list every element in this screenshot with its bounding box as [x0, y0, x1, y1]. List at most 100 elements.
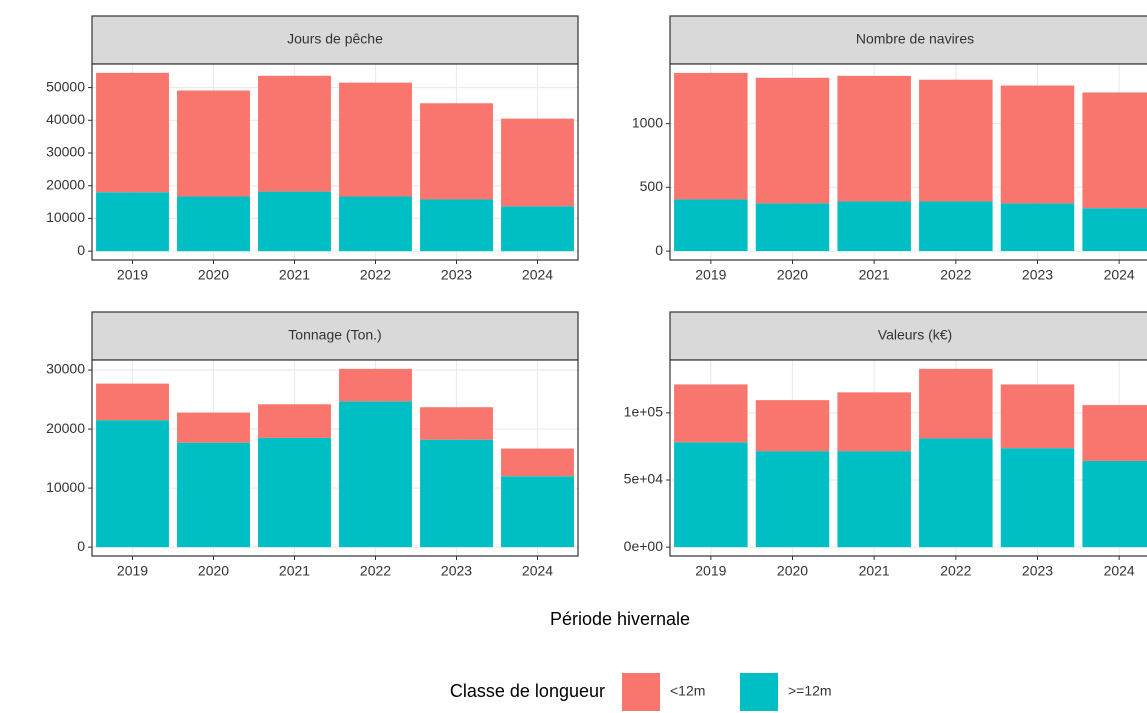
y-tick-label: 0 — [655, 242, 663, 258]
legend-label: <12m — [670, 683, 705, 699]
legend-swatch — [622, 673, 660, 711]
panel-border — [91, 359, 579, 557]
y-tick-label: 1e+05 — [624, 404, 664, 420]
y-tick-label: 20000 — [46, 420, 85, 436]
bar — [674, 442, 748, 548]
bar — [919, 201, 993, 252]
x-tick-label: 2020 — [777, 563, 808, 579]
bar — [339, 82, 412, 197]
x-tick-label: 2020 — [198, 563, 229, 579]
bar — [1000, 85, 1075, 204]
bar — [96, 383, 169, 421]
panel — [92, 360, 578, 556]
bar — [258, 191, 331, 252]
bar — [177, 412, 250, 443]
bar — [837, 75, 911, 202]
y-tick-label: 20000 — [46, 176, 85, 192]
bar — [96, 420, 169, 548]
strip — [91, 15, 579, 65]
x-tick-label: 2023 — [1022, 267, 1053, 283]
y-tick-label: 10000 — [46, 479, 85, 495]
y-tick-label: 50000 — [46, 78, 85, 94]
bar — [1082, 208, 1147, 252]
bar — [1000, 203, 1075, 252]
x-tick-label: 2023 — [441, 563, 472, 579]
x-tick-label: 2024 — [522, 267, 553, 283]
bar — [755, 77, 830, 204]
x-tick-label: 2023 — [1022, 563, 1053, 579]
bar — [177, 442, 250, 548]
y-tick-label: 1000 — [632, 114, 663, 130]
bar — [755, 203, 830, 252]
bar — [420, 199, 493, 252]
bar — [420, 407, 493, 440]
y-tick-label: 500 — [640, 178, 664, 194]
bar — [96, 192, 169, 252]
x-tick-label: 2020 — [777, 267, 808, 283]
panel-border — [669, 359, 1147, 557]
bar — [837, 451, 911, 548]
strip-title: Valeurs (k€) — [878, 327, 952, 343]
x-axis-label: Période hivernale — [550, 609, 690, 629]
bar — [674, 199, 748, 252]
y-tick-label: 0 — [77, 242, 85, 258]
bar — [755, 451, 830, 548]
bar — [919, 368, 993, 439]
strip-title: Tonnage (Ton.) — [288, 327, 381, 343]
y-tick-label: 30000 — [46, 361, 85, 377]
y-tick-label: 0 — [77, 538, 85, 554]
x-tick-label: 2024 — [1104, 563, 1135, 579]
y-tick-label: 5e+04 — [624, 471, 664, 487]
bar — [420, 439, 493, 548]
x-tick-label: 2022 — [940, 563, 971, 579]
strip — [669, 311, 1147, 361]
bar — [501, 118, 574, 207]
x-tick-label: 2019 — [695, 267, 726, 283]
bar — [755, 400, 830, 452]
x-tick-label: 2021 — [279, 563, 310, 579]
bar — [1082, 460, 1147, 548]
bar — [177, 196, 250, 252]
bar — [1082, 92, 1147, 209]
bar — [1082, 405, 1147, 461]
x-tick-label: 2024 — [522, 563, 553, 579]
bar — [501, 206, 574, 252]
x-tick-label: 2022 — [360, 267, 391, 283]
bar — [837, 201, 911, 252]
bar — [96, 72, 169, 193]
bar — [674, 384, 748, 443]
strip-title: Jours de pêche — [287, 31, 383, 47]
bar — [837, 392, 911, 452]
bar — [420, 103, 493, 200]
panel-border — [669, 63, 1147, 261]
y-tick-label: 0e+00 — [624, 538, 664, 554]
y-tick-label: 30000 — [46, 144, 85, 160]
bar — [674, 72, 748, 200]
x-tick-label: 2022 — [940, 267, 971, 283]
bar — [919, 438, 993, 548]
x-tick-label: 2022 — [360, 563, 391, 579]
x-tick-label: 2021 — [859, 267, 890, 283]
bar — [501, 448, 574, 477]
x-tick-label: 2023 — [441, 267, 472, 283]
x-tick-label: 2019 — [695, 563, 726, 579]
x-tick-label: 2024 — [1104, 267, 1135, 283]
bar — [1000, 384, 1075, 449]
legend-title: Classe de longueur — [450, 681, 605, 701]
panel — [92, 64, 578, 260]
x-tick-label: 2021 — [859, 563, 890, 579]
y-tick-label: 40000 — [46, 111, 85, 127]
bar — [258, 437, 331, 548]
bar — [919, 79, 993, 202]
strip-title: Nombre de navires — [856, 31, 974, 47]
strip — [91, 311, 579, 361]
bar — [339, 368, 412, 402]
x-tick-label: 2019 — [117, 267, 148, 283]
x-tick-label: 2020 — [198, 267, 229, 283]
panel-border — [91, 63, 579, 261]
bar — [339, 401, 412, 548]
bar — [177, 90, 250, 197]
legend-swatch — [740, 673, 778, 711]
bar — [258, 75, 331, 192]
